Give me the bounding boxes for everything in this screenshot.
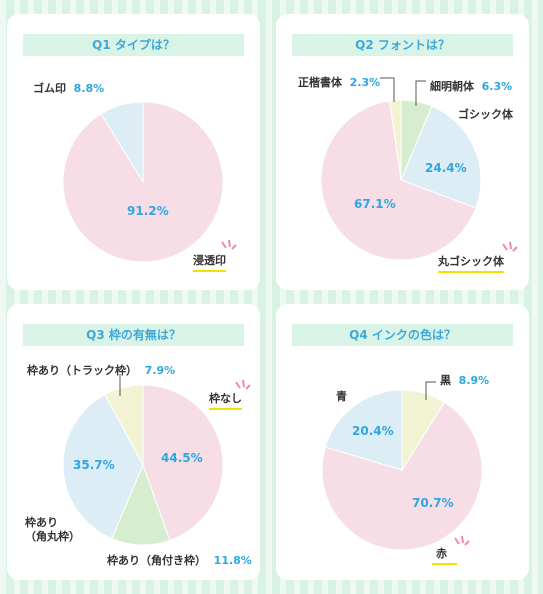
q2-label-mincho: 細明朝体 6.3% bbox=[430, 80, 513, 93]
q1-label-penetrating: 浸透印 bbox=[193, 254, 226, 272]
q4-label-red: 赤 bbox=[432, 547, 457, 565]
q2-label-gothic: ゴシック体 bbox=[458, 108, 513, 121]
q4-pie-slice-1 bbox=[321, 401, 483, 551]
q4-value-blue: 20.4% bbox=[352, 424, 394, 438]
q4-label-blue: 青 bbox=[336, 390, 347, 403]
q2-pie-slice-2 bbox=[320, 100, 477, 261]
q2-value-kaisho: 2.3% bbox=[349, 76, 381, 89]
q4-panel: Q4 インクの色は？ 黒 8.9% 青 20.4% 70.7% 赤 bbox=[276, 304, 529, 580]
q4-leader-line-black bbox=[425, 381, 436, 400]
q1-label-rubber-stamp: ゴム印 8.8% bbox=[33, 82, 105, 95]
q1-pie-slice-0 bbox=[62, 101, 224, 263]
q3-title: Q3 枠の有無は？ bbox=[23, 324, 244, 346]
q4-pie-slice-0 bbox=[401, 389, 446, 472]
q3-pie-chart bbox=[62, 374, 224, 546]
q3-label-track-frame: 枠あり（トラック枠） 7.9% bbox=[27, 364, 176, 377]
q2-value-mincho: 6.3% bbox=[481, 80, 513, 93]
q2-leader-line-kaisho bbox=[380, 77, 395, 102]
q1-sparkle-icon bbox=[221, 239, 237, 250]
q3-pie-slice-2 bbox=[62, 393, 144, 540]
q2-title: Q2 フォントは？ bbox=[292, 34, 513, 56]
q3-label-no-frame: 枠なし bbox=[209, 392, 242, 410]
q4-pie-chart bbox=[321, 381, 483, 551]
q3-pie-slice-0 bbox=[142, 384, 224, 541]
q1-value-penetrating: 91.2% bbox=[127, 204, 169, 218]
q2-value-maru-gothic: 67.1% bbox=[354, 197, 396, 211]
q2-panel: Q2 フォントは？ 正楷書体 2.3% 細明朝体 6.3% ゴシック体 24.4… bbox=[276, 14, 529, 290]
q3-value-rounded-frame: 35.7% bbox=[73, 458, 115, 472]
q4-sparkle-icon bbox=[454, 535, 470, 546]
q4-label-black: 黒 8.9% bbox=[440, 374, 490, 387]
q3-value-no-frame: 44.5% bbox=[161, 451, 203, 465]
q3-value-cornered-frame: 11.8% bbox=[213, 554, 252, 567]
q3-value-track-frame: 7.9% bbox=[144, 364, 176, 377]
q1-panel: Q1 タイプは？ ゴム印 8.8% 91.2% 浸透印 bbox=[7, 14, 260, 290]
q3-panel: Q3 枠の有無は？ 枠あり（トラック枠） 7.9% 枠なし 44.5% 35.7… bbox=[7, 304, 260, 580]
q1-pie-chart bbox=[62, 101, 224, 263]
q1-value-rubber-stamp: 8.8% bbox=[73, 82, 105, 95]
q4-pie-slice-2 bbox=[324, 389, 403, 471]
q2-pie-slice-0 bbox=[400, 99, 433, 181]
q3-label-rounded-frame: 枠あり （角丸枠） bbox=[25, 516, 80, 543]
q4-value-red: 70.7% bbox=[412, 496, 454, 510]
q2-sparkle-icon bbox=[502, 241, 518, 252]
q2-value-gothic: 24.4% bbox=[425, 161, 467, 175]
q2-leader-line-mincho bbox=[415, 80, 426, 106]
q2-label-kaisho: 正楷書体 2.3% bbox=[298, 76, 381, 89]
q4-title: Q4 インクの色は？ bbox=[292, 324, 513, 346]
q2-pie-chart bbox=[320, 77, 482, 261]
q3-label-cornered-frame: 枠あり（角付き枠） 11.8% bbox=[107, 554, 252, 567]
q1-title: Q1 タイプは？ bbox=[23, 34, 244, 56]
q2-label-maru-gothic: 丸ゴシック体 bbox=[438, 255, 504, 273]
q2-pie-slice-1 bbox=[400, 105, 482, 209]
q4-value-black: 8.9% bbox=[458, 374, 490, 387]
q3-sparkle-icon bbox=[235, 379, 251, 390]
